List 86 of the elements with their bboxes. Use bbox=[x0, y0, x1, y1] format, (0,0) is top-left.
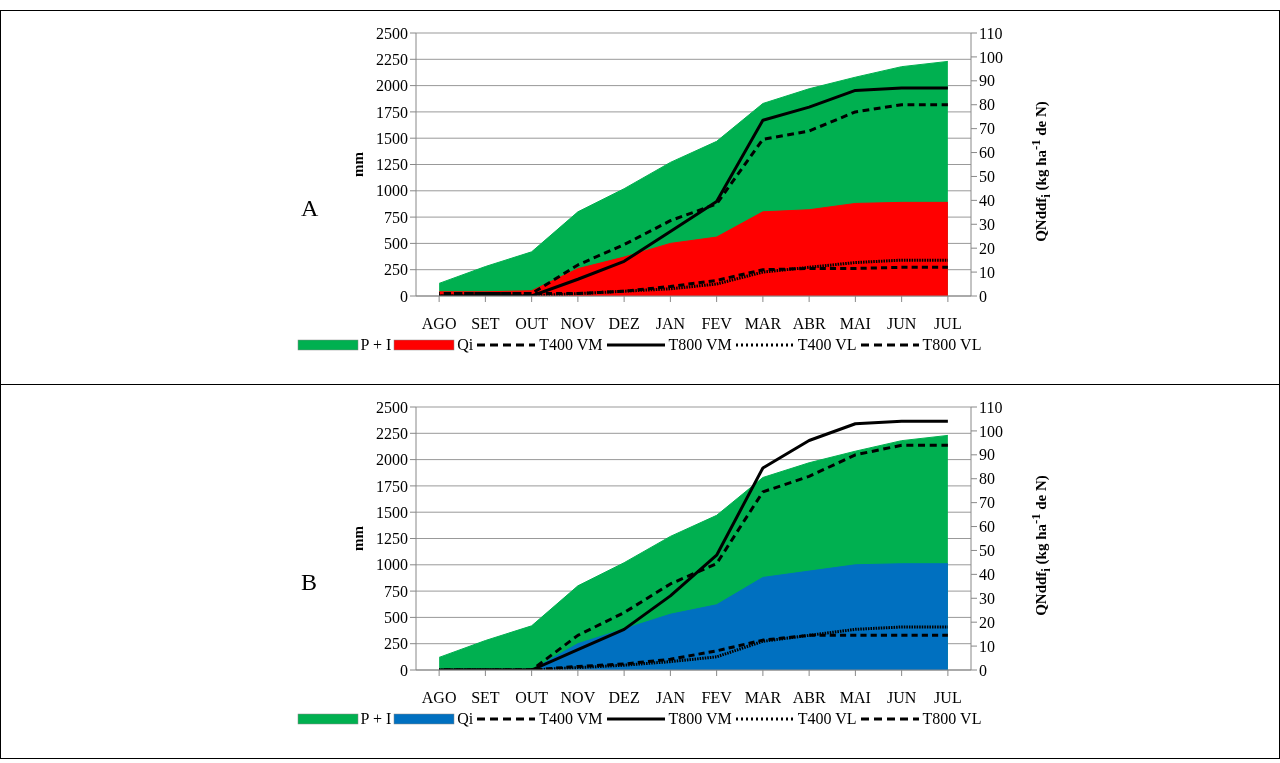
x-tick-label: MAI bbox=[839, 689, 871, 707]
y2-tick-label: 20 bbox=[979, 239, 995, 257]
y2-tick-label: 100 bbox=[979, 48, 1003, 66]
y2-tick-label: 80 bbox=[979, 470, 995, 488]
y-tick-label: 2000 bbox=[376, 77, 408, 95]
y-tick-label: 0 bbox=[400, 661, 408, 679]
y-tick-label: 500 bbox=[384, 609, 408, 627]
y-axis-title: mm bbox=[350, 526, 367, 551]
y2-tick-label: 90 bbox=[979, 446, 995, 464]
y2-tick-label: 50 bbox=[979, 542, 995, 560]
x-tick-label: MAR bbox=[744, 315, 782, 333]
legend-label: T400 VL bbox=[797, 710, 857, 728]
y2-tick-label: 40 bbox=[979, 566, 995, 584]
y2-tick-label: 60 bbox=[979, 518, 995, 536]
y-tick-label: 750 bbox=[384, 208, 408, 226]
x-tick-label: NOV bbox=[560, 689, 596, 707]
x-tick-label: DEZ bbox=[608, 315, 640, 333]
y2-tick-label: 90 bbox=[979, 72, 995, 90]
y2-tick-label: 100 bbox=[979, 422, 1003, 440]
legend-label: T800 VL bbox=[922, 336, 982, 354]
y-tick-label: 250 bbox=[384, 261, 408, 279]
x-tick-label: OUT bbox=[515, 315, 549, 333]
y-tick-label: 1750 bbox=[376, 103, 408, 121]
legend-label: T800 VM bbox=[668, 710, 732, 728]
y2-tick-label: 60 bbox=[979, 144, 995, 162]
legend-label: T400 VM bbox=[539, 710, 603, 728]
x-tick-label: JAN bbox=[655, 689, 686, 707]
y-tick-label: 1500 bbox=[376, 129, 408, 147]
y2-tick-label: 30 bbox=[979, 215, 995, 233]
y2-tick-label: 80 bbox=[979, 96, 995, 114]
y-tick-label: 1250 bbox=[376, 156, 408, 174]
y2-tick-label: 40 bbox=[979, 192, 995, 210]
legend-label: T400 VM bbox=[539, 336, 603, 354]
legend-label: T800 VL bbox=[922, 710, 982, 728]
y2-tick-label: 30 bbox=[979, 589, 995, 607]
y2-tick-label: 10 bbox=[979, 263, 995, 281]
y2-tick-label: 20 bbox=[979, 613, 995, 631]
y2-tick-label: 70 bbox=[979, 120, 995, 138]
x-tick-label: MAI bbox=[839, 315, 871, 333]
y-tick-label: 1500 bbox=[376, 503, 408, 521]
y-tick-label: 2250 bbox=[376, 50, 408, 68]
y-tick-label: 2500 bbox=[376, 24, 408, 42]
x-tick-label: DEZ bbox=[608, 689, 640, 707]
y-axis-title: mm bbox=[350, 152, 367, 177]
x-tick-label: JUL bbox=[934, 689, 962, 707]
legend-label: T400 VL bbox=[797, 336, 857, 354]
y-tick-label: 2000 bbox=[376, 451, 408, 469]
x-tick-label: JUN bbox=[886, 315, 917, 333]
y-tick-label: 750 bbox=[384, 582, 408, 600]
x-tick-label: AGO bbox=[421, 689, 457, 707]
y-tick-label: 1000 bbox=[376, 182, 408, 200]
x-tick-label: SET bbox=[471, 689, 500, 707]
x-tick-label: FEV bbox=[701, 689, 733, 707]
text: B bbox=[301, 569, 318, 595]
text: A bbox=[301, 195, 319, 221]
x-tick-label: OUT bbox=[515, 689, 549, 707]
y-tick-label: 0 bbox=[400, 287, 408, 305]
x-tick-label: AGO bbox=[421, 315, 457, 333]
y2-tick-label: 10 bbox=[979, 637, 995, 655]
y-tick-label: 250 bbox=[384, 635, 408, 653]
x-tick-label: ABR bbox=[792, 689, 826, 707]
legend-label: P + I bbox=[360, 710, 392, 728]
y-tick-label: 500 bbox=[384, 235, 408, 253]
x-tick-label: JAN bbox=[655, 315, 686, 333]
x-tick-label: JUN bbox=[886, 689, 917, 707]
y-tick-label: 1000 bbox=[376, 556, 408, 574]
x-tick-label: SET bbox=[471, 315, 500, 333]
x-tick-label: ABR bbox=[792, 315, 826, 333]
y2-tick-label: 110 bbox=[979, 24, 1003, 42]
x-tick-label: JUL bbox=[934, 315, 962, 333]
y2-tick-label: 70 bbox=[979, 494, 995, 512]
y-tick-label: 1750 bbox=[376, 477, 408, 495]
legend-label: Qi bbox=[457, 336, 474, 354]
y2-tick-label: 50 bbox=[979, 168, 995, 186]
legend-label: Qi bbox=[457, 710, 474, 728]
y2-tick-label: 0 bbox=[979, 287, 987, 305]
legend-label: T800 VM bbox=[668, 336, 732, 354]
y-tick-label: 1250 bbox=[376, 530, 408, 548]
y-tick-label: 2250 bbox=[376, 424, 408, 442]
x-tick-label: MAR bbox=[744, 689, 782, 707]
x-tick-label: NOV bbox=[560, 315, 596, 333]
y2-tick-label: 0 bbox=[979, 661, 987, 679]
y2-tick-label: 110 bbox=[979, 398, 1003, 416]
y-tick-label: 2500 bbox=[376, 398, 408, 416]
x-tick-label: FEV bbox=[701, 315, 733, 333]
legend-label: P + I bbox=[360, 336, 392, 354]
